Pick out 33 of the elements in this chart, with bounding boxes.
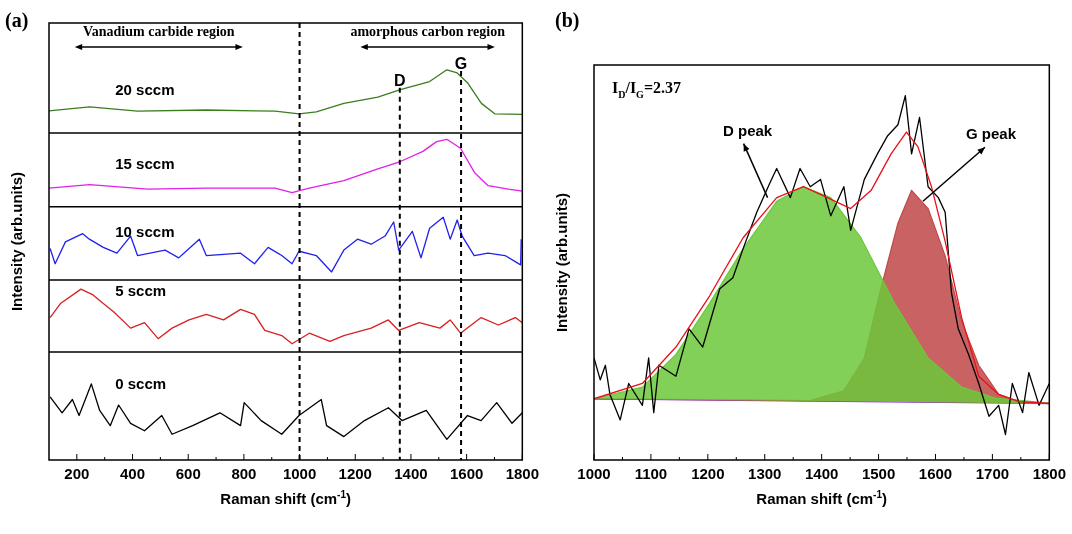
x-tick-label: 1200 (691, 465, 725, 483)
y-axis-title: Intensity (arb.units) (553, 192, 570, 333)
x-tick-label: 1800 (505, 465, 539, 483)
x-tick-label: 1600 (449, 465, 484, 483)
x-tick-label: 1400 (804, 465, 839, 483)
chart-title: (b) (555, 9, 580, 32)
x-tick-label: 1200 (338, 465, 372, 483)
x-tick-label: 1000 (282, 465, 317, 483)
y-axis-title: Intensity (arb.units) (8, 171, 25, 312)
x-tick-label: 600 (175, 465, 201, 483)
annotation: G peak (965, 125, 1017, 143)
series-label: 20 sccm (115, 81, 175, 99)
annotation: D peak (722, 121, 773, 139)
x-tick-label: 1700 (975, 465, 1010, 483)
x-tick-label: 1000 (577, 465, 611, 483)
x-tick-label: 400 (120, 465, 146, 483)
chart-title: (a) (5, 9, 29, 32)
x-tick-label: 1100 (634, 465, 668, 483)
x-tick-label: 1500 (861, 465, 896, 483)
x-tick-label: 1800 (1032, 465, 1066, 483)
ref-line-label: D (394, 71, 406, 89)
series-label: 15 sccm (115, 154, 175, 172)
x-tick-label: 1400 (394, 465, 428, 483)
ref-line-label: G (454, 54, 468, 72)
x-tick-label: 1600 (918, 465, 953, 483)
x-tick-label: 800 (231, 465, 257, 483)
x-tick-label: 200 (64, 465, 90, 483)
x-tick-label: 1300 (748, 465, 782, 483)
series-label: 5 sccm (115, 281, 167, 299)
series-label: 0 sccm (115, 374, 167, 392)
series-label: 10 sccm (115, 223, 175, 241)
text: amorphous carbon region (350, 24, 506, 39)
text: Vanadium carbide region (82, 24, 235, 39)
